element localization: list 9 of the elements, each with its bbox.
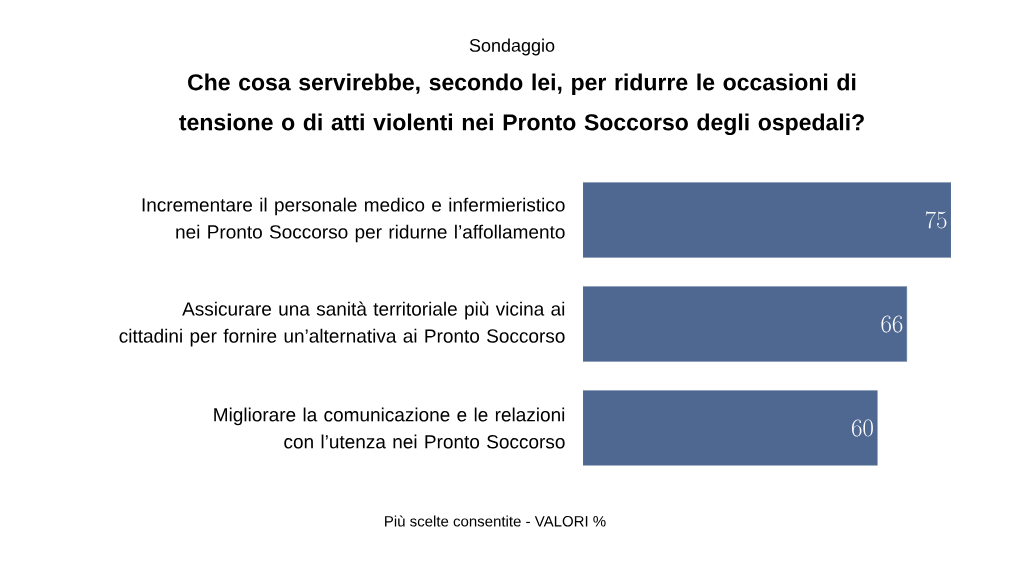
- data-label: 60: [851, 419, 873, 437]
- data-label: 66: [881, 315, 903, 333]
- text: Più scelte consentite - VALORI %: [385, 515, 606, 527]
- y-tick-label: Migliorare la comunicazione e le relazioni con l’utenza nei Pronto Soccorso: [214, 407, 565, 449]
- chart-subtitle: Sondaggio: [469, 38, 555, 56]
- y-tick-label: Assicurare una sanità territoriale più vicina ai cittadini per fornire un’alternativa ai Pronto Soccorso: [119, 301, 565, 347]
- y-tick-label: Incrementare il personale medico e infermieristico nei Pronto Soccorso per ridurne l’affollamento: [142, 197, 565, 243]
- data-label: 75: [925, 211, 947, 229]
- chart-title: Che cosa servirebbe, secondo lei, per ridurre le occasioni di tensione o di atti violenti nei Pronto Soccorso degli ospedali?: [179, 73, 864, 136]
